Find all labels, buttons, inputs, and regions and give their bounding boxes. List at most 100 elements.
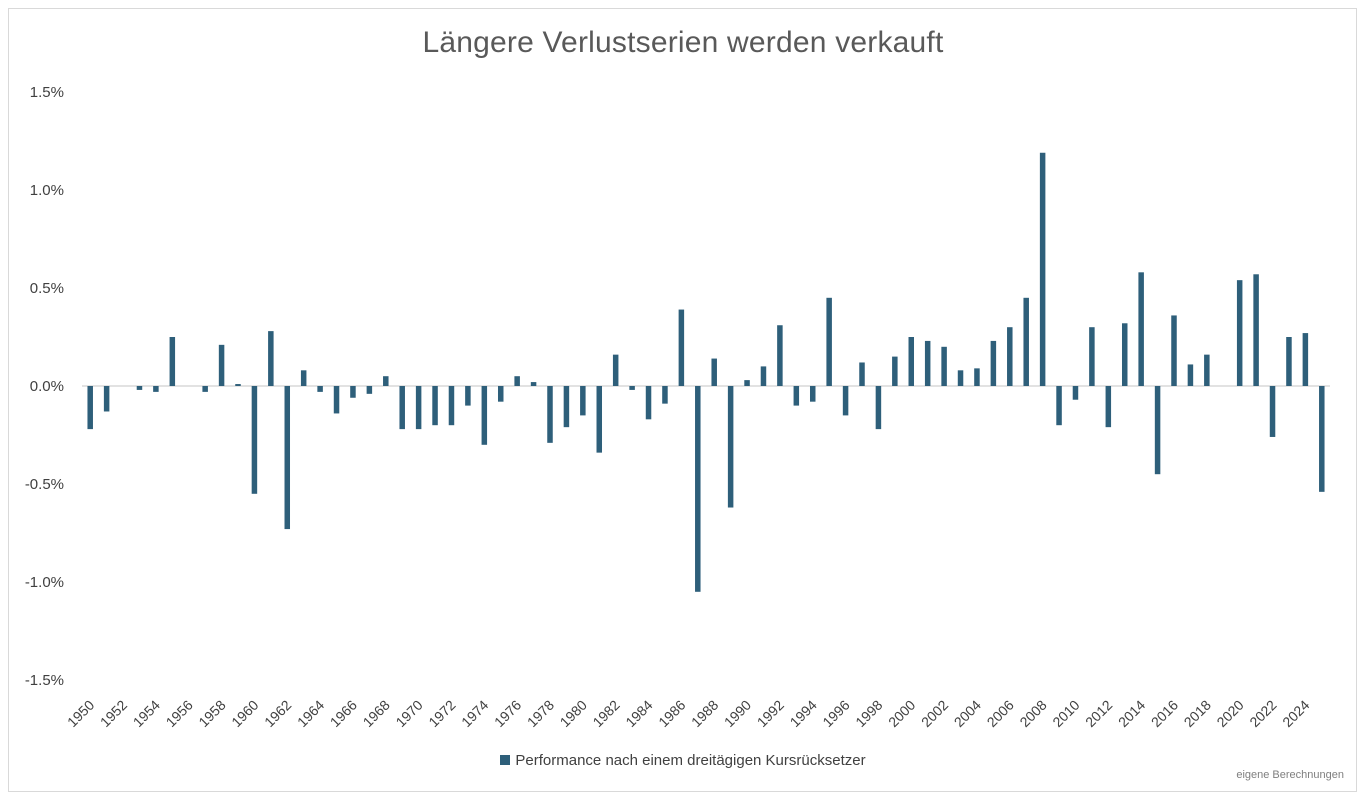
x-tick-label: 1956 (163, 697, 196, 730)
bar-1985 (662, 386, 668, 404)
bar-1994 (809, 386, 816, 402)
bar-1991 (760, 366, 767, 386)
x-tick-label: 2016 (1148, 697, 1181, 730)
x-tick-label: 1982 (589, 697, 622, 730)
bar-1950 (87, 386, 93, 430)
x-tick-label: 2012 (1082, 697, 1115, 730)
bar-1980 (580, 386, 586, 416)
bar-1973 (465, 386, 471, 406)
bar-2009 (1056, 386, 1062, 426)
bar-1990 (744, 380, 750, 386)
bar-2020 (1236, 280, 1243, 386)
bar-2025 (1319, 386, 1325, 492)
bar-2023 (1286, 337, 1292, 386)
bar-2016 (1171, 315, 1177, 386)
bar-1976 (514, 376, 520, 386)
bar-1965 (333, 386, 340, 414)
bar-1977 (530, 382, 537, 386)
bar-2000 (908, 337, 915, 386)
bar-1979 (563, 386, 570, 428)
bar-1997 (859, 362, 865, 386)
bar-1953 (136, 386, 143, 390)
bar-1987 (695, 386, 701, 592)
chart-title: Längere Verlustserien werden verkauft (422, 26, 944, 59)
bar-2008 (1039, 152, 1046, 386)
bar-1955 (169, 337, 176, 386)
x-tick-label: 1998 (852, 697, 885, 730)
bar-2004 (974, 368, 980, 386)
bar-1988 (711, 358, 717, 386)
bar-1974 (481, 386, 488, 445)
x-tick-label: 1968 (360, 697, 393, 730)
y-tick-label: -1.0% (25, 574, 64, 591)
x-tick-label: 1986 (655, 697, 688, 730)
x-tick-label: 1976 (491, 697, 524, 730)
x-tick-label: 1978 (524, 697, 557, 730)
bar-2007 (1023, 297, 1029, 386)
x-tick-label: 1958 (195, 697, 228, 730)
bar-1957 (202, 386, 208, 392)
x-tick-label: 1970 (392, 697, 425, 730)
bar-1954 (153, 386, 159, 392)
bar-1959 (235, 384, 241, 386)
bar-1958 (218, 344, 225, 386)
bar-1969 (399, 386, 405, 430)
bar-1964 (317, 386, 323, 392)
x-tick-label: 1972 (425, 697, 458, 730)
bar-1951 (103, 386, 110, 412)
x-tick-label: 2008 (1016, 697, 1049, 730)
bar-1962 (284, 386, 291, 530)
bar-2015 (1154, 386, 1161, 475)
bar-1978 (547, 386, 553, 443)
bar-2010 (1072, 386, 1079, 400)
bar-2021 (1253, 274, 1259, 386)
bar-1989 (727, 386, 734, 508)
bar-2011 (1089, 327, 1095, 386)
bar-2013 (1121, 323, 1128, 386)
bar-1992 (777, 325, 783, 386)
x-tick-label: 1988 (688, 697, 721, 730)
x-tick-label: 1992 (754, 697, 787, 730)
x-tick-label: 2020 (1213, 697, 1246, 730)
bar-2022 (1269, 386, 1276, 437)
x-tick-label: 2010 (1049, 697, 1082, 730)
x-tick-label: 1980 (557, 697, 590, 730)
x-tick-label: 2006 (984, 697, 1017, 730)
y-tick-label: 1.0% (30, 182, 64, 199)
bar-2005 (990, 340, 997, 386)
bar-1960 (251, 386, 258, 494)
x-tick-label: 2018 (1181, 697, 1214, 730)
bar-1961 (268, 331, 274, 386)
bar-2012 (1105, 386, 1112, 428)
bar-1981 (596, 386, 603, 453)
legend: Performance nach einem dreitägigen Kursr… (0, 752, 1366, 769)
bar-1986 (678, 309, 685, 386)
x-tick-label: 1966 (327, 697, 360, 730)
bar-2017 (1187, 364, 1194, 386)
x-tick-label: 1994 (787, 697, 820, 730)
bar-1983 (629, 386, 635, 390)
x-tick-label: 1950 (64, 697, 97, 730)
legend-label: Performance nach einem dreitägigen Kursr… (515, 752, 866, 769)
bar-2024 (1302, 333, 1309, 386)
x-tick-label: 1962 (261, 697, 294, 730)
bar-1967 (366, 386, 373, 394)
chart-frame (8, 8, 1357, 792)
bar-1968 (383, 376, 389, 386)
x-tick-label: 2002 (918, 697, 951, 730)
y-tick-label: 0.5% (30, 280, 64, 297)
legend-swatch (500, 755, 511, 765)
bar-1998 (875, 386, 882, 430)
bar-1972 (448, 386, 455, 426)
bar-2006 (1007, 327, 1013, 386)
bar-2014 (1138, 272, 1144, 386)
bar-1995 (826, 297, 832, 386)
x-tick-label: 1952 (97, 697, 130, 730)
y-tick-label: 0.0% (30, 378, 64, 395)
bar-1982 (612, 354, 619, 386)
x-tick-label: 2004 (951, 697, 984, 730)
x-tick-label: 1964 (294, 697, 327, 730)
bar-1971 (432, 386, 438, 426)
x-tick-label: 2022 (1246, 697, 1279, 730)
